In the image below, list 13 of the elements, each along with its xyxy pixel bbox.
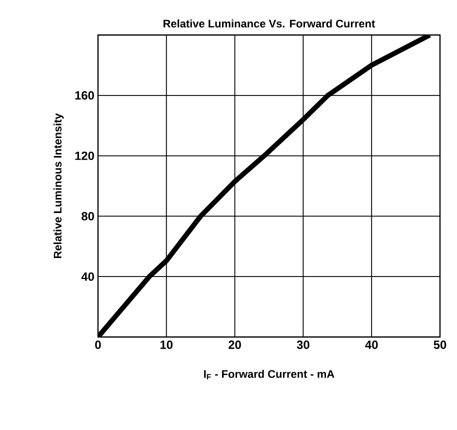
chart-title: Relative Luminance Vs. Forward Current (164, 19, 376, 28)
x-tick-label: 40 (365, 340, 378, 349)
y-axis-title: Relative Luminous Intensity (53, 113, 64, 258)
y-tick-label: 120 (75, 152, 94, 160)
y-tick-label: 160 (75, 91, 94, 100)
x-axis-title: I$_{F}$ - Forward Current - mA (204, 370, 334, 380)
y-tick-label: 40 (81, 272, 94, 281)
x-tick-label: 30 (296, 340, 310, 350)
x-tick-label: 50 (434, 340, 446, 349)
y-tick-label: 80 (82, 212, 94, 220)
x-tick-label: 10 (160, 340, 173, 349)
x-tick-label: 20 (228, 340, 241, 349)
x-tick-label: 0 (95, 340, 101, 349)
